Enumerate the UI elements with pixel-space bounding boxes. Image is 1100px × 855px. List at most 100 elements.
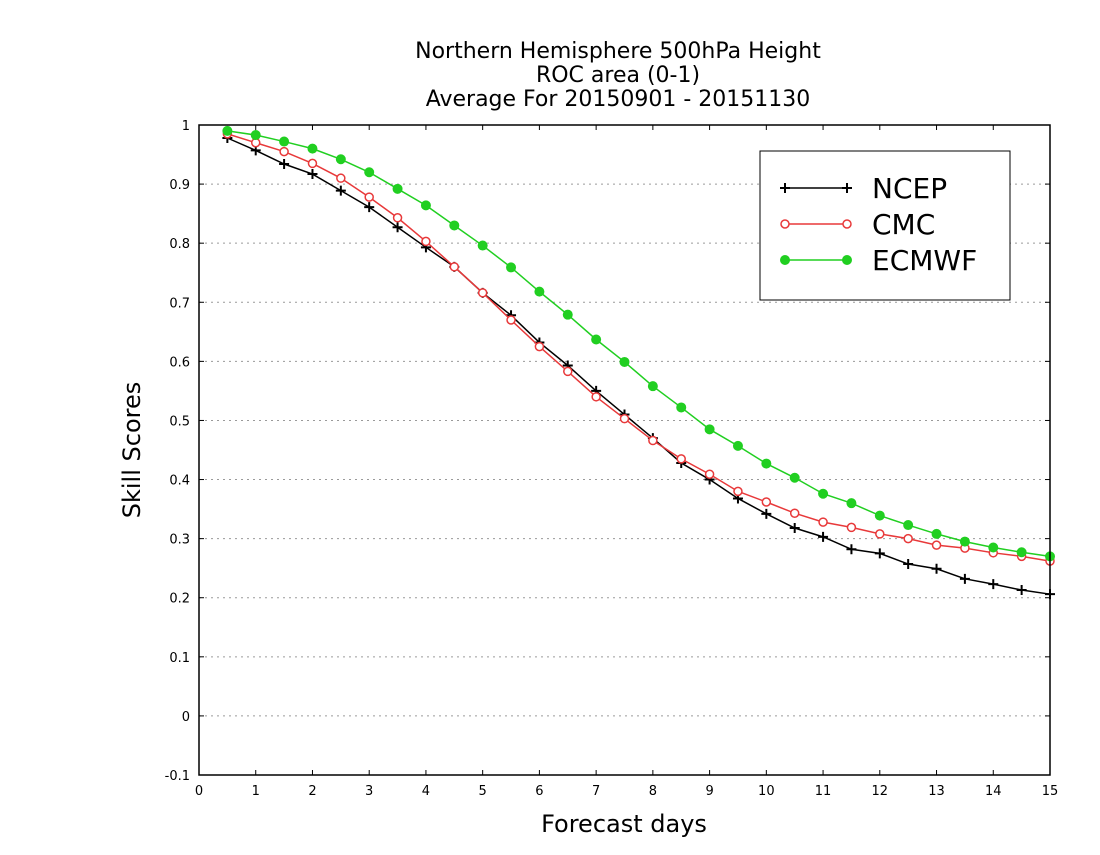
data-point-cmc (477, 288, 488, 298)
x-tick-label: 0 (195, 784, 203, 799)
series-cmc (222, 129, 1055, 566)
y-tick-label: 0.1 (169, 651, 190, 666)
x-tick-label: 2 (308, 784, 316, 799)
series-ecmwf (222, 125, 1055, 562)
x-tick-label: 7 (592, 784, 600, 799)
data-point-cmc (364, 192, 374, 202)
data-point-cmc (846, 522, 857, 533)
data-point-ecmwf (789, 472, 800, 483)
plot-frame (198, 124, 1051, 776)
data-point-ncep (818, 531, 829, 542)
data-point-ncep (903, 559, 914, 570)
x-axis-label: Forecast days (541, 810, 707, 838)
data-point-cmc (336, 173, 346, 183)
data-point-ecmwf (477, 240, 488, 251)
data-point-ncep (846, 544, 857, 555)
data-point-ecmwf (335, 154, 346, 165)
y-tick-label: -0.1 (165, 769, 190, 784)
x-tick-label: 3 (365, 784, 373, 799)
data-point-cmc (421, 236, 431, 247)
x-tick-label: 13 (928, 784, 945, 799)
legend-marker-ncep (780, 183, 790, 193)
chart-title-line-3: Average For 20150901 - 20151130 (426, 87, 811, 112)
data-point-ncep (279, 159, 290, 169)
data-point-ecmwf (420, 200, 431, 211)
x-axis-ticks: 0 1 2 3 4 5 6 7 8 9 10 11 12 13 14 15 (195, 125, 1058, 799)
data-point-cmc (704, 469, 715, 479)
data-point-ncep (874, 548, 885, 559)
data-point-cmc (676, 454, 686, 464)
data-point-ecmwf (931, 528, 942, 539)
data-point-ecmwf (449, 220, 460, 231)
series-lines (222, 125, 1055, 600)
data-point-cmc (875, 529, 885, 539)
data-point-cmc (506, 315, 516, 325)
data-point-ncep (307, 169, 318, 180)
chart-title-line-2: ROC area (0-1) (536, 63, 700, 88)
data-point-ecmwf (222, 125, 233, 136)
x-tick-label: 11 (815, 784, 832, 799)
data-point-ncep (959, 573, 970, 584)
data-point-ecmwf (506, 262, 517, 273)
data-point-ecmwf (676, 402, 687, 413)
x-tick-label: 1 (252, 784, 260, 799)
data-point-cmc (619, 413, 630, 424)
data-point-ecmwf (732, 440, 743, 451)
legend-label-cmc: CMC (872, 208, 935, 241)
legend-label-ncep: NCEP (872, 172, 947, 205)
data-point-ecmwf (988, 542, 999, 553)
data-point-ncep (392, 222, 403, 233)
data-point-cmc (761, 497, 772, 507)
data-point-cmc (392, 213, 403, 223)
data-point-ncep (364, 202, 375, 213)
x-tick-label: 6 (535, 784, 543, 799)
data-point-cmc (733, 486, 743, 497)
data-point-cmc (818, 517, 828, 527)
data-point-ncep (1016, 585, 1027, 596)
data-point-ecmwf (619, 356, 630, 367)
x-tick-label: 8 (649, 784, 657, 799)
x-tick-label: 12 (872, 784, 889, 799)
data-point-ecmwf (874, 510, 885, 521)
data-point-cmc (789, 508, 800, 518)
data-point-cmc (449, 262, 460, 272)
y-tick-label: 0.5 (169, 414, 190, 429)
data-point-cmc (534, 341, 545, 352)
data-point-cmc (591, 392, 601, 402)
data-point-ecmwf (279, 136, 290, 147)
data-point-ecmwf (818, 488, 829, 499)
data-point-ncep (761, 508, 772, 519)
chart-title-line-1: Northern Hemisphere 500hPa Height (415, 39, 821, 64)
y-tick-label: 0.2 (169, 592, 190, 607)
x-tick-label: 10 (758, 784, 775, 799)
legend-marker-cmc (842, 219, 852, 229)
y-tick-label: 0.4 (169, 474, 190, 489)
data-point-ncep (988, 579, 999, 590)
y-tick-label: 1 (182, 119, 190, 134)
data-point-ecmwf (534, 286, 545, 297)
data-point-ecmwf (591, 334, 602, 345)
legend-label-ecmwf: ECMWF (872, 244, 977, 277)
data-point-ecmwf (392, 183, 403, 194)
data-point-ncep (789, 523, 800, 533)
data-point-cmc (563, 366, 573, 377)
legend-marker-ncep (842, 183, 852, 193)
data-point-cmc (307, 158, 318, 169)
x-tick-label: 5 (479, 784, 487, 799)
y-axis-ticks: 1 0.9 0.8 0.7 0.6 0.5 0.4 0.3 0.2 0.1 0 -0.1 (165, 119, 1050, 784)
chart-title: Northern Hemisphere 500hPa Height ROC ar… (415, 39, 821, 112)
data-point-cmc (903, 533, 913, 544)
legend-marker-ecmwf (780, 255, 790, 265)
data-point-ncep (335, 185, 346, 196)
x-tick-label: 4 (422, 784, 430, 799)
data-point-ecmwf (562, 309, 573, 320)
y-tick-label: 0.3 (169, 533, 190, 548)
x-tick-label: 14 (985, 784, 1002, 799)
y-tick-label: 0.9 (169, 178, 190, 193)
legend-box (759, 150, 1011, 301)
y-axis-label: Skill Scores (118, 382, 146, 519)
data-point-ncep (931, 563, 942, 574)
data-point-ecmwf (903, 520, 914, 531)
legend-marker-ecmwf (842, 255, 852, 265)
